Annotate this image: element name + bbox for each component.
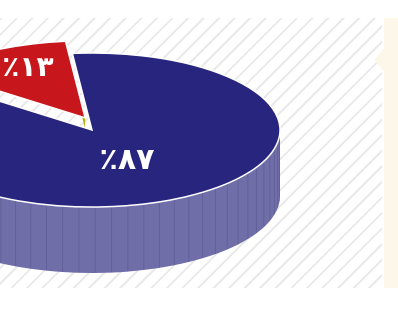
pie-slice-label-1: ٪۱۳ — [2, 50, 53, 83]
pie-side-0 — [0, 130, 280, 273]
pie-slice-1 — [0, 40, 87, 119]
pie-slice-label-0: ٪۸۷ — [100, 142, 155, 177]
side-card-pointer — [374, 46, 386, 74]
side-card — [384, 18, 398, 288]
pie-slices — [0, 40, 281, 208]
pie-labels: ٪۸۷ ٪۱۳ — [2, 50, 154, 177]
pie-slice-0 — [0, 52, 281, 208]
